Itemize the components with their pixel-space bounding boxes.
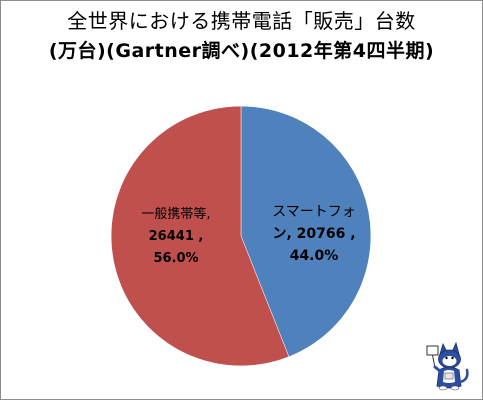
data-label-line: ン, 20766 ,: [272, 226, 355, 242]
data-label-line: 26441 ,: [149, 229, 204, 244]
data-label-line: 一般携帯等,: [141, 206, 210, 222]
cat-mascot-icon: [426, 341, 469, 391]
data-label-feature-phone: 一般携帯等, 26441 , 56.0%: [141, 206, 210, 266]
pie-outline: [110, 105, 372, 367]
data-label-line: 56.0%: [153, 251, 198, 266]
pie-labels: スマートフォン, 20766 , 44.0% 一般携帯等, 26441 , 56.0%: [141, 204, 355, 266]
chart-title-line1: 全世界における携帯電話「販売」台数: [67, 9, 416, 33]
data-label-line: 44.0%: [290, 248, 339, 264]
chart-title-line2: (万台)(Gartner調べ)(2012年第4四半期): [48, 40, 435, 62]
data-label-line: スマートフォ: [272, 204, 356, 220]
data-label-smartphone: スマートフォン, 20766 , 44.0%: [272, 204, 356, 264]
pie-slices: [110, 105, 372, 367]
